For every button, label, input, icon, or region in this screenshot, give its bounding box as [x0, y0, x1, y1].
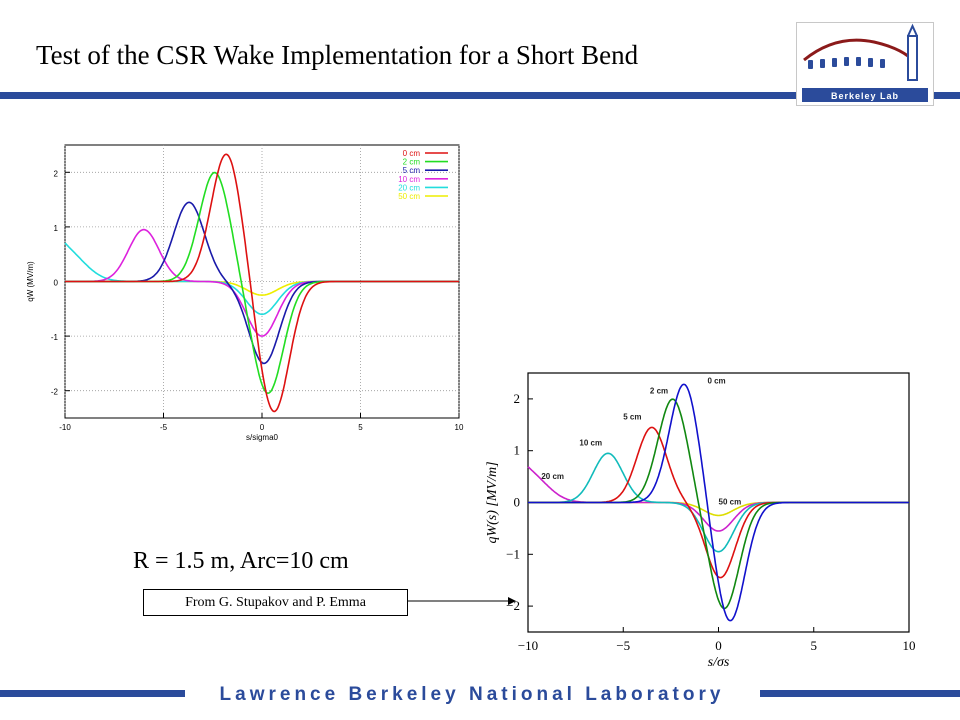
- x-tick-label: 0: [260, 423, 265, 432]
- lbnl-footer: Lawrence Berkeley National Laboratory: [0, 684, 960, 705]
- y-tick-label: 1: [514, 443, 521, 458]
- legend-label: 20 cm: [398, 183, 420, 192]
- series-label: 5 cm: [623, 413, 641, 422]
- x-tick-label: -5: [160, 423, 168, 432]
- series-label: 50 cm: [719, 498, 742, 507]
- x-tick-label: 5: [358, 423, 363, 432]
- legend-label: 10 cm: [398, 175, 420, 184]
- x-tick-label: -10: [59, 423, 71, 432]
- x-axis-label: s/σs: [708, 655, 730, 670]
- legend-label: 2 cm: [403, 158, 421, 167]
- series-label: 10 cm: [579, 439, 602, 448]
- x-tick-label: 10: [903, 638, 916, 653]
- series-label: 2 cm: [650, 387, 668, 396]
- y-tick-label: 2: [514, 391, 521, 406]
- x-tick-label: 0: [715, 638, 722, 653]
- title-underline-bar: [0, 92, 960, 99]
- x-tick-label: −10: [518, 638, 538, 653]
- y-tick-label: -2: [51, 388, 59, 397]
- series-line: [65, 153, 459, 413]
- x-tick-label: 5: [811, 638, 818, 653]
- legend-label: 50 cm: [398, 192, 420, 201]
- y-tick-label: 2: [54, 169, 59, 178]
- series-label: 0 cm: [707, 376, 725, 385]
- legend-label: 0 cm: [403, 149, 421, 158]
- berkeley-lab-logo: Berkeley Lab: [796, 22, 934, 106]
- y-tick-label: −1: [506, 546, 520, 561]
- x-tick-label: 10: [455, 423, 464, 432]
- series-label: 20 cm: [541, 472, 564, 481]
- y-tick-label: 0: [54, 279, 59, 288]
- x-tick-label: −5: [616, 638, 630, 653]
- y-tick-label: 0: [514, 495, 521, 510]
- series-line: [528, 383, 909, 622]
- y-tick-label: -1: [51, 333, 59, 342]
- footer-text: Lawrence Berkeley National Laboratory: [220, 684, 725, 705]
- y-axis-label: qW (MV/m): [26, 261, 35, 302]
- slide-title: Test of the CSR Wake Implementation for …: [36, 40, 639, 70]
- source-citation-box: From G. Stupakov and P. Emma: [143, 589, 408, 616]
- legend-label: 5 cm: [403, 166, 421, 175]
- bend-parameters: R = 1.5 m, Arc=10 cm: [133, 548, 349, 574]
- logo-text: Berkeley Lab: [831, 91, 899, 101]
- arrow-head-icon: [508, 597, 516, 605]
- x-axis-label: s/sigma0: [246, 433, 279, 442]
- y-tick-label: 1: [54, 224, 59, 233]
- y-axis-label: qW(s) [MV/m]: [485, 461, 500, 543]
